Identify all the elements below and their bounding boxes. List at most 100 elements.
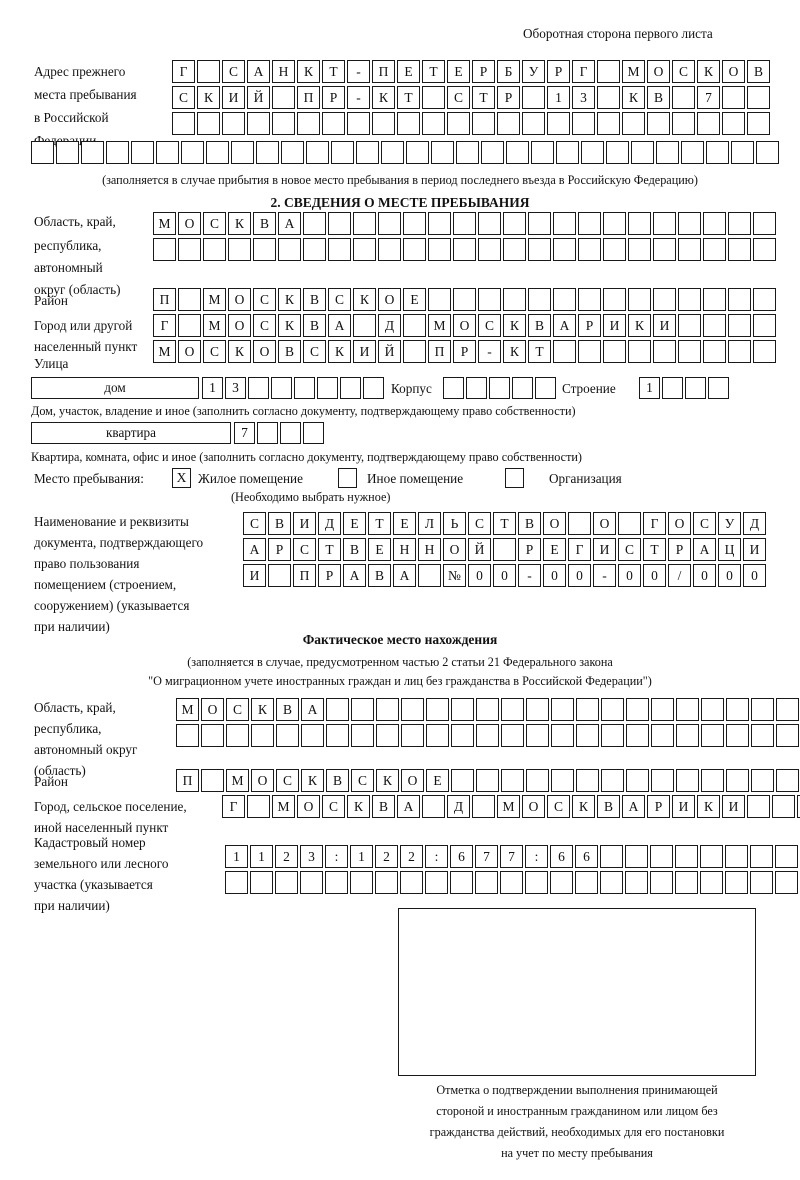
char-cell[interactable]	[726, 698, 749, 721]
char-cell[interactable]	[553, 340, 576, 363]
char-cell[interactable]	[722, 112, 745, 135]
char-cell[interactable]	[131, 141, 154, 164]
char-cell[interactable]: Д	[318, 512, 341, 535]
char-cell[interactable]	[478, 212, 501, 235]
char-cell[interactable]	[650, 845, 673, 868]
char-cell[interactable]	[253, 238, 276, 261]
char-cell[interactable]	[626, 769, 649, 792]
char-cell[interactable]: :	[325, 845, 348, 868]
char-cell[interactable]: 0	[543, 564, 566, 587]
char-cell[interactable]: Т	[643, 538, 666, 561]
char-cell[interactable]	[276, 724, 299, 747]
char-cell[interactable]: С	[478, 314, 501, 337]
char-cell[interactable]: О	[378, 288, 401, 311]
char-cell[interactable]: А	[693, 538, 716, 561]
char-cell[interactable]	[372, 112, 395, 135]
char-cell[interactable]	[753, 314, 776, 337]
char-cell[interactable]: И	[353, 340, 376, 363]
char-cell[interactable]	[656, 141, 679, 164]
checkbox-zhiloe[interactable]: X	[172, 468, 191, 488]
char-cell[interactable]	[526, 769, 549, 792]
char-cell[interactable]: А	[393, 564, 416, 587]
char-cell[interactable]	[662, 377, 683, 399]
char-cell[interactable]: В	[303, 314, 326, 337]
char-cell[interactable]	[181, 141, 204, 164]
char-cell[interactable]: К	[328, 340, 351, 363]
char-cell[interactable]	[280, 422, 301, 444]
char-cell[interactable]: Р	[668, 538, 691, 561]
char-cell[interactable]: С	[226, 698, 249, 721]
char-cell[interactable]	[326, 724, 349, 747]
char-cell[interactable]: А	[301, 698, 324, 721]
char-cell[interactable]	[450, 871, 473, 894]
char-cell[interactable]	[397, 112, 420, 135]
char-cell[interactable]	[303, 422, 324, 444]
char-cell[interactable]	[301, 724, 324, 747]
char-cell[interactable]: М	[203, 314, 226, 337]
char-cell[interactable]	[751, 698, 774, 721]
char-cell[interactable]	[297, 112, 320, 135]
char-cell[interactable]: Т	[528, 340, 551, 363]
char-cell[interactable]	[706, 141, 729, 164]
char-cell[interactable]	[406, 141, 429, 164]
char-cell[interactable]: К	[697, 60, 720, 83]
char-cell[interactable]: О	[253, 340, 276, 363]
char-cell[interactable]: К	[278, 314, 301, 337]
char-cell[interactable]	[625, 871, 648, 894]
korpus-row[interactable]	[443, 377, 556, 399]
char-cell[interactable]: С	[203, 340, 226, 363]
char-cell[interactable]: А	[343, 564, 366, 587]
char-cell[interactable]: П	[372, 60, 395, 83]
char-cell[interactable]: Р	[472, 60, 495, 83]
char-cell[interactable]	[447, 112, 470, 135]
char-cell[interactable]: Р	[322, 86, 345, 109]
char-cell[interactable]: Е	[426, 769, 449, 792]
char-cell[interactable]: Д	[743, 512, 766, 535]
char-cell[interactable]	[353, 212, 376, 235]
char-cell[interactable]: Т	[368, 512, 391, 535]
char-cell[interactable]	[572, 112, 595, 135]
char-cell[interactable]	[178, 288, 201, 311]
char-cell[interactable]: А	[397, 795, 420, 818]
char-cell[interactable]: В	[528, 314, 551, 337]
char-cell[interactable]	[476, 724, 499, 747]
char-cell[interactable]	[272, 86, 295, 109]
flat-number-row[interactable]: 7	[234, 422, 324, 444]
char-cell[interactable]	[178, 314, 201, 337]
char-cell[interactable]: С	[276, 769, 299, 792]
char-cell[interactable]	[578, 238, 601, 261]
char-cell[interactable]	[481, 141, 504, 164]
char-cell[interactable]	[535, 377, 556, 399]
char-cell[interactable]: :	[425, 845, 448, 868]
char-cell[interactable]	[685, 377, 706, 399]
char-cell[interactable]	[353, 314, 376, 337]
char-cell[interactable]	[556, 141, 579, 164]
char-cell[interactable]	[340, 377, 361, 399]
char-cell[interactable]: Ц	[718, 538, 741, 561]
char-cell[interactable]	[578, 212, 601, 235]
char-cell[interactable]	[375, 871, 398, 894]
char-cell[interactable]	[600, 845, 623, 868]
char-cell[interactable]	[651, 724, 674, 747]
char-cell[interactable]	[747, 795, 770, 818]
char-cell[interactable]	[753, 212, 776, 235]
char-cell[interactable]	[728, 212, 751, 235]
char-cell[interactable]: И	[243, 564, 266, 587]
char-cell[interactable]: В	[597, 795, 620, 818]
char-cell[interactable]: Т	[493, 512, 516, 535]
char-cell[interactable]: 3	[572, 86, 595, 109]
char-cell[interactable]	[351, 724, 374, 747]
char-cell[interactable]: П	[153, 288, 176, 311]
char-cell[interactable]: В	[647, 86, 670, 109]
char-cell[interactable]: 0	[618, 564, 641, 587]
char-cell[interactable]	[178, 238, 201, 261]
char-cell[interactable]: Р	[268, 538, 291, 561]
char-cell[interactable]	[247, 795, 270, 818]
char-cell[interactable]: 1	[639, 377, 660, 399]
char-cell[interactable]: О	[228, 314, 251, 337]
char-cell[interactable]: К	[353, 288, 376, 311]
char-cell[interactable]	[603, 288, 626, 311]
